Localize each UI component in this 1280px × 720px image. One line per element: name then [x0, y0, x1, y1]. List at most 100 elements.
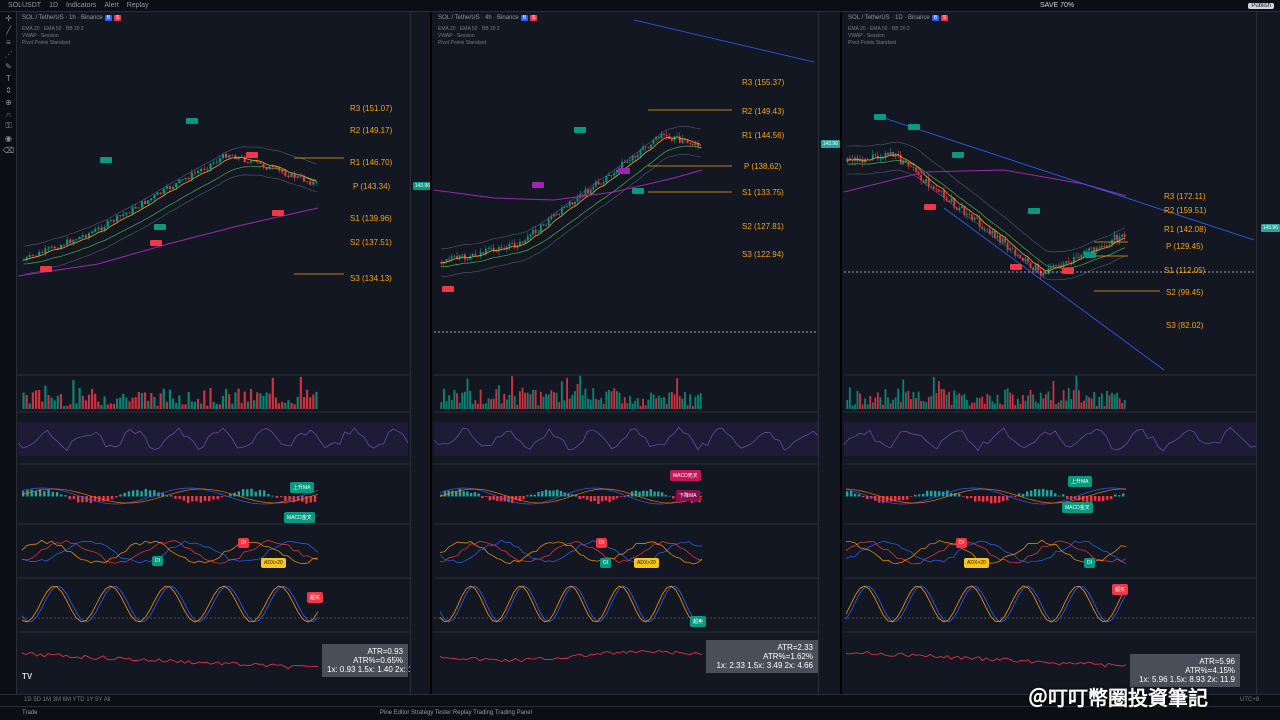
- chart-panel-1h[interactable]: SOL / TetherUS · 1h · Binance B S EMA 20 ·…: [18, 12, 432, 694]
- macd-cross-tag: MACD死叉: [670, 470, 701, 481]
- volume-bar: [894, 397, 897, 409]
- macd-histogram-bar: [284, 496, 287, 501]
- volume-bar: [600, 398, 603, 409]
- macd-histogram-bar: [288, 496, 291, 501]
- date-range-buttons[interactable]: 1D 5D 1M 3M 6M YTD 1Y 5Y All: [24, 697, 111, 703]
- crosshair-icon[interactable]: ╱: [6, 25, 11, 35]
- macd-histogram-bar: [526, 495, 529, 497]
- macd-histogram-bar: [1078, 496, 1081, 501]
- volume-bar: [955, 395, 958, 409]
- volume-bar: [958, 393, 961, 409]
- candle: [187, 178, 190, 180]
- volume-bar: [1093, 391, 1096, 409]
- replay-button[interactable]: Replay: [126, 2, 149, 9]
- volume-bar: [231, 403, 234, 409]
- macd-histogram-bar: [966, 496, 969, 499]
- macd-histogram-bar: [250, 488, 253, 497]
- volume-bar: [644, 405, 647, 409]
- macd-histogram-bar: [858, 494, 861, 497]
- chart-canvas-1d[interactable]: [844, 12, 1280, 694]
- brush-icon[interactable]: ✎: [5, 61, 12, 71]
- volume-bar: [103, 396, 106, 409]
- macd-histogram-bar: [854, 493, 857, 497]
- chart-panel-4h[interactable]: SOL / TetherUS · 4h · Binance B S EMA 20 ·…: [434, 12, 842, 694]
- timezone-label[interactable]: UTC+8: [1240, 697, 1260, 703]
- rsi-band: [18, 422, 408, 456]
- trash-icon[interactable]: ⌫: [2, 145, 15, 155]
- cursor-icon[interactable]: ✛: [5, 13, 12, 23]
- candle: [555, 214, 558, 215]
- volume-bar: [665, 403, 668, 409]
- price-axis[interactable]: 143.96: [1256, 12, 1280, 694]
- candle: [542, 224, 545, 226]
- volume-bar: [1024, 400, 1027, 409]
- trendline-icon[interactable]: ≡: [6, 37, 11, 47]
- price-axis[interactable]: 143.96: [818, 12, 840, 694]
- candle: [479, 252, 482, 257]
- volume-bar: [293, 404, 296, 409]
- volume-bar: [450, 400, 453, 409]
- volume-bar: [274, 397, 278, 409]
- macd-histogram-bar: [1014, 496, 1017, 497]
- measure-icon[interactable]: ⇕: [5, 85, 12, 95]
- chart-canvas-1h[interactable]: [18, 12, 432, 694]
- volume-bar: [681, 398, 684, 409]
- volume-bar: [193, 401, 197, 409]
- volume-bar: [991, 401, 994, 409]
- macd-histogram-bar: [178, 496, 181, 499]
- candle: [62, 244, 66, 246]
- indicators-button[interactable]: Indicators: [66, 2, 97, 9]
- candle: [84, 235, 87, 238]
- volume-bar: [689, 394, 692, 409]
- magnet-icon[interactable]: ∩: [5, 109, 12, 119]
- publish-button[interactable]: Publish: [1248, 2, 1274, 9]
- macd-histogram-bar: [1122, 493, 1125, 497]
- chart-panel-1d[interactable]: SOL / TetherUS · 1D · Binance B S EMA 20 ·…: [844, 12, 1280, 694]
- volume-bar: [978, 398, 981, 409]
- atr-info-box: ATR=5.96 ATR%=4.15% 1x: 5.96 1.5x: 8.93 2x…: [1130, 654, 1240, 687]
- candle: [172, 186, 175, 189]
- macd-histogram-bar: [548, 490, 551, 497]
- price-axis[interactable]: 143.96: [410, 12, 430, 694]
- text-icon[interactable]: T: [6, 73, 11, 83]
- fib-icon[interactable]: ⋰: [4, 49, 13, 59]
- macd-histogram-bar: [1082, 496, 1085, 502]
- candle: [996, 235, 999, 238]
- volume-bar: [983, 403, 986, 409]
- candle: [125, 212, 128, 215]
- volume-bar: [271, 377, 274, 409]
- macd-histogram-bar: [451, 490, 454, 497]
- volume-bar: [856, 390, 859, 409]
- volume-bar: [181, 404, 184, 409]
- bottom-panel-tabs[interactable]: Pine Editor Strategy Tester Replay Tradi…: [380, 710, 532, 716]
- stoch-d-line: [439, 585, 703, 623]
- trade-tab[interactable]: Trade: [22, 710, 38, 716]
- candle: [190, 172, 193, 180]
- candle: [576, 197, 579, 202]
- last-price-tag: 143.96: [820, 140, 840, 148]
- candle: [568, 202, 571, 207]
- macd-histogram-bar: [115, 496, 118, 498]
- macd-histogram-bar: [958, 493, 961, 497]
- alert-button[interactable]: Alert: [104, 2, 119, 9]
- candle: [137, 207, 140, 209]
- volume-bar: [938, 381, 940, 409]
- symbol-search[interactable]: SOLUSDT: [8, 2, 42, 9]
- interval-selector[interactable]: 1D: [49, 2, 59, 9]
- volume-bar: [639, 405, 642, 409]
- promo-text[interactable]: SAVE 70%: [1040, 2, 1075, 9]
- zoom-icon[interactable]: ⊕: [5, 97, 12, 107]
- macd-histogram-bar: [574, 494, 578, 497]
- macd-histogram-bar: [191, 496, 194, 502]
- eye-icon[interactable]: ◉: [5, 133, 12, 143]
- macd-histogram-bar: [962, 496, 965, 497]
- chart-canvas-4h[interactable]: [434, 12, 842, 694]
- macd-histogram-bar: [571, 494, 574, 497]
- volume-bar: [876, 392, 879, 409]
- volume-bar: [1034, 401, 1037, 409]
- sell-signal-tag: [150, 240, 162, 246]
- volume-bar: [1123, 399, 1126, 409]
- macd-histogram-bar: [38, 489, 42, 497]
- macd-histogram-bar: [1034, 489, 1037, 497]
- lock-icon[interactable]: ⚿: [5, 121, 12, 130]
